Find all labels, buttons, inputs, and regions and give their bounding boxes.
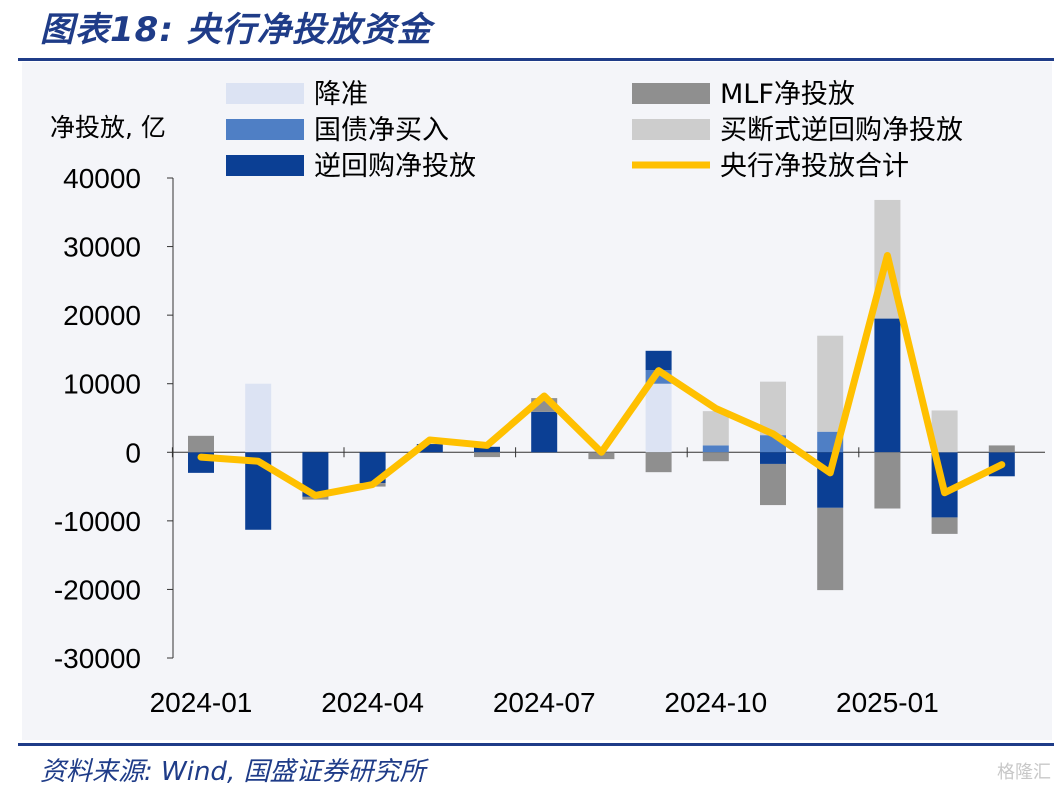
legend-swatch-rrr bbox=[226, 83, 304, 104]
legend-label-total: 央行净投放合计 bbox=[720, 151, 909, 182]
y-tick-label: -10000 bbox=[54, 506, 141, 537]
legend-swatch-reverse_repo bbox=[226, 155, 304, 176]
legend-label-rrr: 降准 bbox=[314, 79, 368, 110]
x-tick-label: 2024-10 bbox=[664, 687, 767, 718]
bar-mlf bbox=[760, 463, 786, 506]
legend-label-outright_repo: 买断式逆回购净投放 bbox=[720, 115, 963, 146]
bar-mlf bbox=[874, 452, 901, 509]
y-tick-label: 40000 bbox=[63, 163, 141, 194]
bar-reverse_repo bbox=[416, 444, 443, 453]
bar-treasury bbox=[702, 445, 729, 453]
bar-mlf bbox=[645, 452, 672, 473]
y-axis-title: 净投放, 亿 bbox=[50, 113, 166, 142]
bar-reverse_repo bbox=[531, 411, 558, 453]
bar-mlf bbox=[188, 435, 214, 453]
watermark-text: 格隆汇 bbox=[997, 762, 1051, 783]
legend-label-treasury: 国债净买入 bbox=[314, 115, 449, 146]
y-tick-label: 0 bbox=[125, 437, 141, 468]
bar-mlf bbox=[931, 517, 958, 534]
x-tick-label: 2024-04 bbox=[321, 687, 424, 718]
x-tick-label: 2024-07 bbox=[493, 687, 596, 718]
bar-mlf bbox=[988, 445, 1015, 453]
title-divider bbox=[18, 58, 1054, 61]
bar-mlf bbox=[474, 452, 500, 458]
bar-mlf bbox=[702, 452, 729, 462]
footer-divider bbox=[18, 743, 1054, 746]
bar-reverse_repo bbox=[474, 446, 500, 453]
bar-outright_repo bbox=[702, 411, 729, 446]
x-tick-label: 2025-01 bbox=[836, 687, 939, 718]
bar-rrr bbox=[645, 383, 672, 453]
bar-mlf bbox=[817, 507, 844, 591]
legend-swatch-mlf bbox=[632, 83, 710, 104]
source-note: 资料来源: Wind, 国盛证券研究所 bbox=[40, 757, 426, 787]
legend-swatch-outright_repo bbox=[632, 119, 710, 140]
bar-reverse_repo bbox=[645, 350, 672, 370]
figure-title: 图表18: 央行净投放资金 bbox=[40, 10, 432, 50]
bar-reverse_repo bbox=[874, 318, 901, 453]
legend-label-reverse_repo: 逆回购净投放 bbox=[314, 151, 476, 182]
legend-label-mlf: MLF净投放 bbox=[720, 79, 855, 110]
y-tick-label: 30000 bbox=[63, 232, 141, 263]
y-tick-label: 20000 bbox=[63, 300, 141, 331]
y-tick-label: -30000 bbox=[54, 643, 141, 674]
x-tick-label: 2024-01 bbox=[150, 687, 253, 718]
bar-reverse_repo bbox=[760, 452, 786, 464]
legend-swatch-treasury bbox=[226, 119, 304, 140]
y-tick-label: -20000 bbox=[54, 574, 141, 605]
bar-outright_repo bbox=[817, 335, 844, 432]
line-total bbox=[197, 251, 1006, 499]
y-tick-label: 10000 bbox=[63, 369, 141, 400]
bar-rrr bbox=[245, 383, 272, 453]
